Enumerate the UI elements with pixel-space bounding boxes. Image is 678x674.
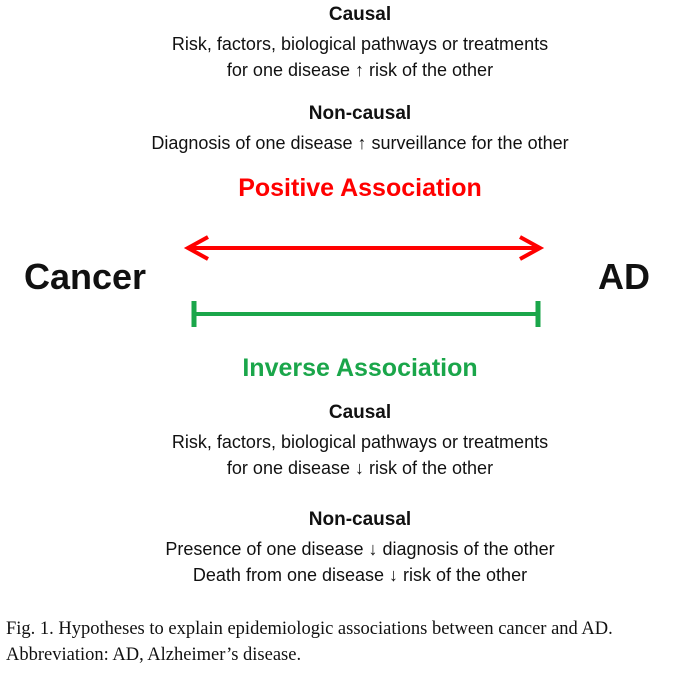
positive-association-label: Positive Association bbox=[238, 174, 482, 202]
inverse-noncausal-heading: Non-causal bbox=[308, 509, 412, 530]
positive-causal-line-2: for one disease ↑ risk of the other bbox=[226, 60, 494, 80]
positive-causal-heading: Causal bbox=[328, 4, 392, 25]
inverse-noncausal-line-1: Presence of one disease ↓ diagnosis of t… bbox=[165, 539, 555, 559]
positive-noncausal-block: Non-causal Diagnosis of one disease ↑ su… bbox=[0, 103, 678, 156]
inverse-noncausal-block: Non-causal Presence of one disease ↓ dia… bbox=[0, 509, 678, 588]
inverse-causal-line-1: Risk, factors, biological pathways or tr… bbox=[171, 432, 549, 452]
inverse-causal-line-2: for one disease ↓ risk of the other bbox=[226, 458, 494, 478]
inverse-noncausal-line-2: Death from one disease ↓ risk of the oth… bbox=[192, 565, 528, 585]
positive-noncausal-heading: Non-causal bbox=[308, 103, 412, 124]
inverse-causal-heading: Causal bbox=[328, 402, 392, 423]
positive-causal-line-1: Risk, factors, biological pathways or tr… bbox=[171, 34, 549, 54]
positive-association-arrow bbox=[183, 235, 545, 261]
cancer-label: Cancer bbox=[24, 256, 147, 297]
figure-caption: Fig. 1. Hypotheses to explain epidemiolo… bbox=[6, 619, 613, 665]
positive-causal-block: Causal Risk, factors, biological pathway… bbox=[0, 4, 678, 83]
positive-noncausal-line-1: Diagnosis of one disease ↑ surveillance … bbox=[151, 133, 569, 153]
ad-label: AD bbox=[598, 256, 650, 297]
inverse-association-bar bbox=[191, 301, 541, 327]
inverse-association-label: Inverse Association bbox=[242, 354, 478, 382]
inverse-causal-block: Causal Risk, factors, biological pathway… bbox=[0, 402, 678, 481]
